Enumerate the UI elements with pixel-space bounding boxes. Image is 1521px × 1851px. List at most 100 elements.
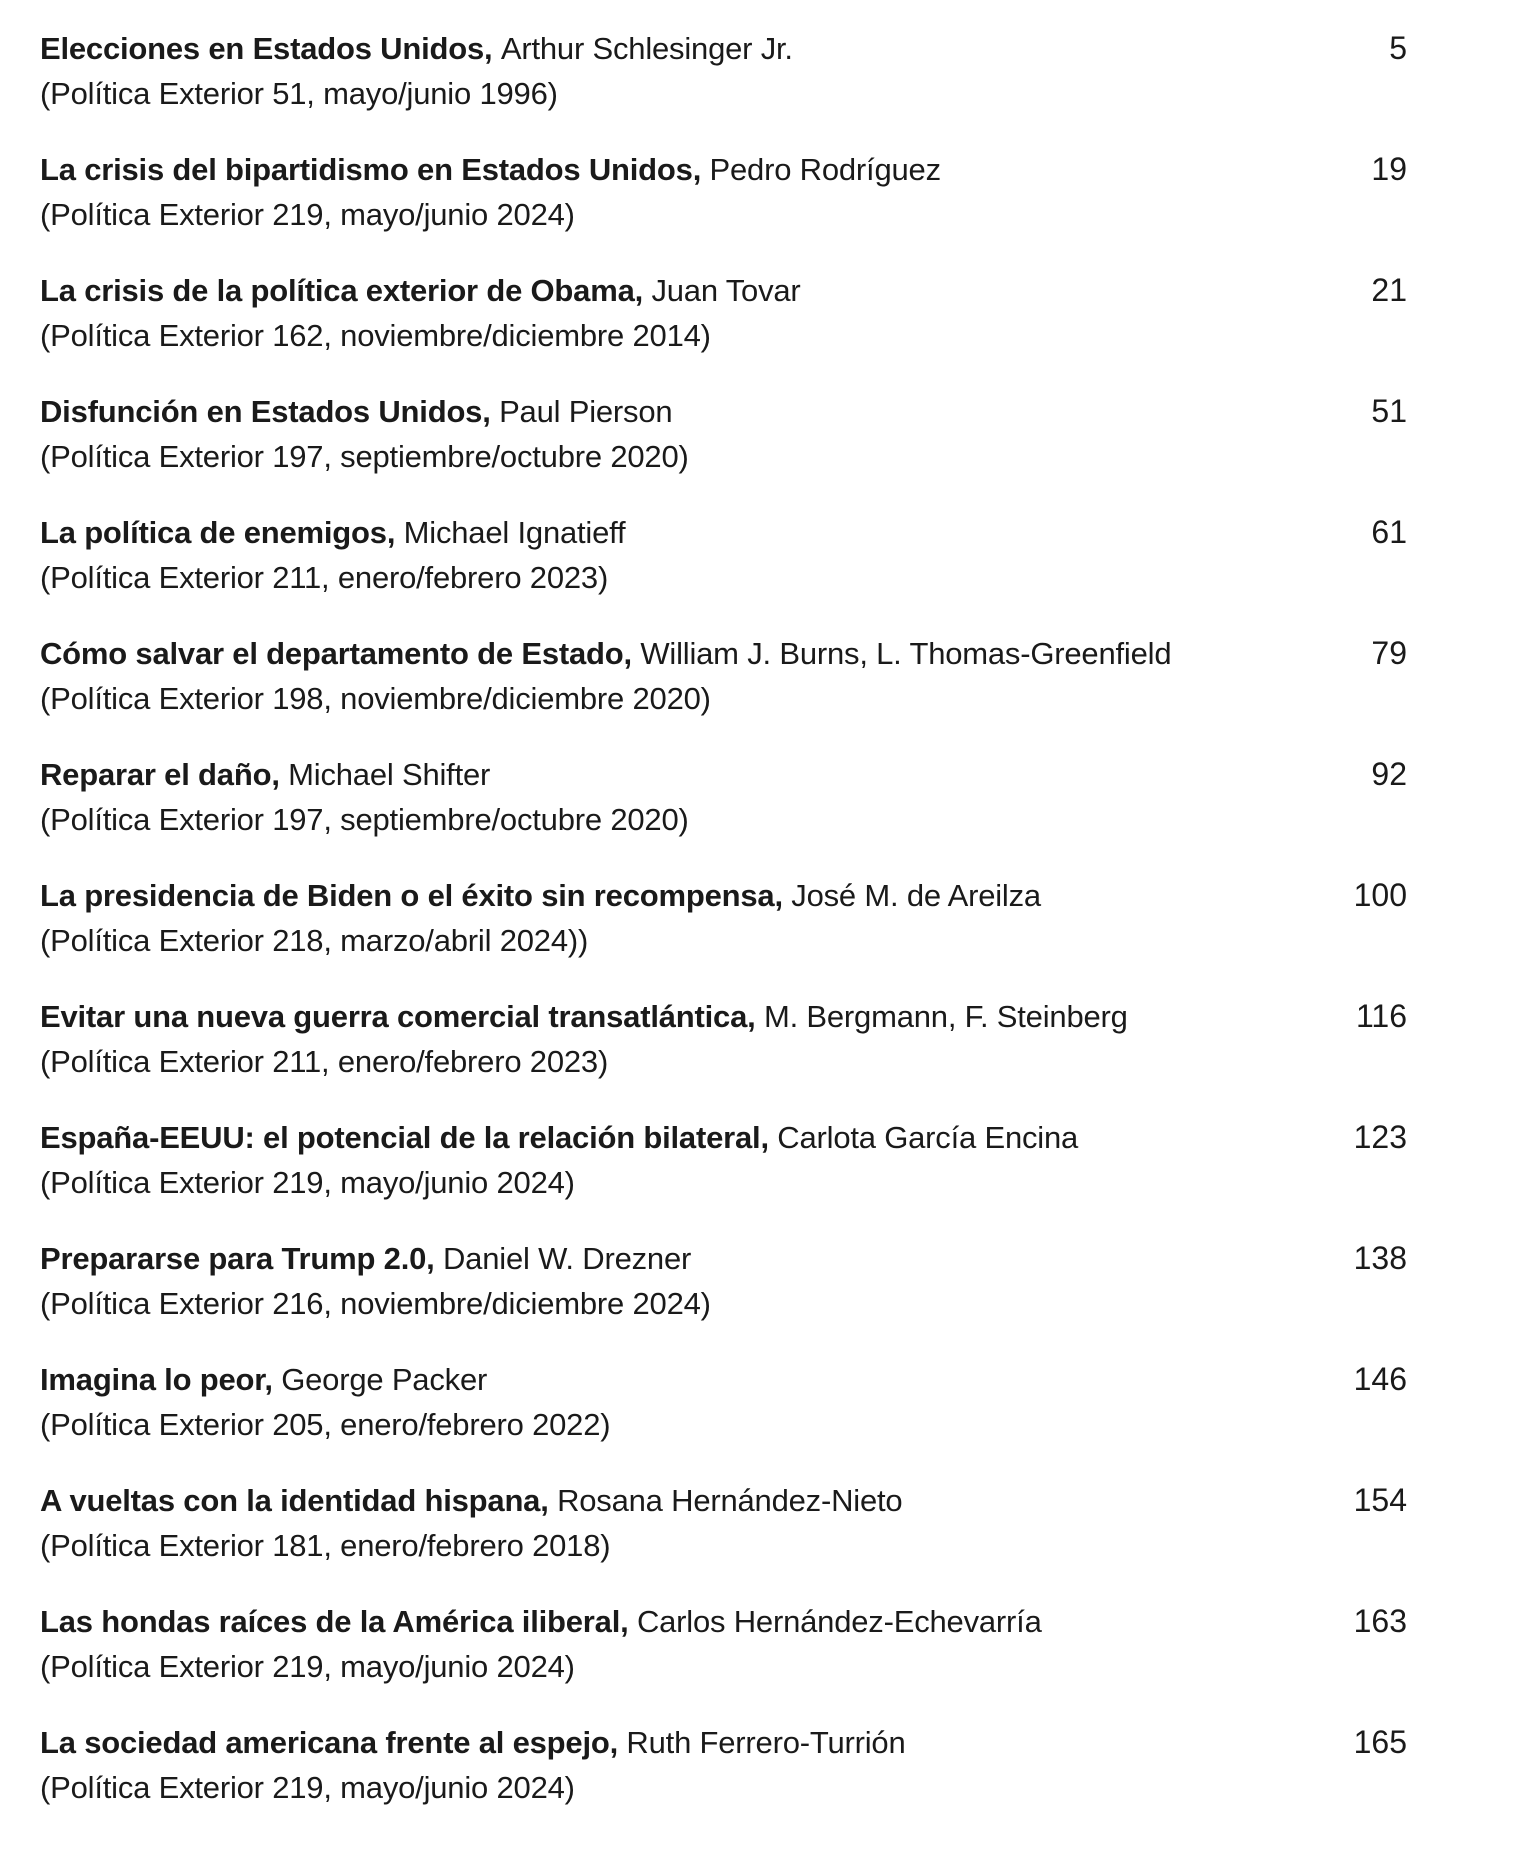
toc-entry: Imagina lo peor, George Packer 146 (Polí… bbox=[40, 1357, 1407, 1447]
article-author: William J. Burns, L. Thomas-Greenfield bbox=[640, 636, 1172, 671]
title-author-text: La política de enemigos, Michael Ignatie… bbox=[40, 515, 626, 550]
article-title: La política de enemigos bbox=[40, 515, 387, 550]
article-author: Paul Pierson bbox=[499, 394, 673, 429]
title-author-text: Cómo salvar el departamento de Estado, W… bbox=[40, 636, 1172, 671]
toc-entry: Elecciones en Estados Unidos, Arthur Sch… bbox=[40, 26, 1407, 116]
page-number: 21 bbox=[1371, 272, 1407, 308]
article-source: (Política Exterior 198, noviembre/diciem… bbox=[40, 681, 711, 716]
article-title: Prepararse para Trump 2.0 bbox=[40, 1241, 427, 1276]
title-author-separator: , bbox=[386, 515, 404, 550]
article-title: Imagina lo peor bbox=[40, 1362, 265, 1397]
toc-entry-title-line: Las hondas raíces de la América iliberal… bbox=[40, 1599, 1407, 1644]
article-source: (Política Exterior 219, mayo/junio 2024) bbox=[40, 1649, 575, 1684]
title-author-separator: , bbox=[634, 273, 652, 308]
article-source: (Política Exterior 219, mayo/junio 2024) bbox=[40, 1770, 575, 1805]
toc-entry-title-line: La sociedad americana frente al espejo, … bbox=[40, 1720, 1407, 1765]
title-author-separator: , bbox=[264, 1362, 282, 1397]
article-title: Cómo salvar el departamento de Estado bbox=[40, 636, 624, 671]
article-source: (Política Exterior 218, marzo/abril 2024… bbox=[40, 923, 589, 958]
toc-entry-title-line: Disfunción en Estados Unidos, Paul Piers… bbox=[40, 389, 1407, 434]
article-author: Carlos Hernández-Echevarría bbox=[636, 1604, 1042, 1639]
article-source: (Política Exterior 162, noviembre/diciem… bbox=[40, 318, 711, 353]
title-author-separator: , bbox=[540, 1483, 558, 1518]
toc-entry: Reparar el daño, Michael Shifter 92 (Pol… bbox=[40, 752, 1407, 842]
article-source: (Política Exterior 216, noviembre/diciem… bbox=[40, 1286, 711, 1321]
toc-entry: La crisis del bipartidismo en Estados Un… bbox=[40, 147, 1407, 237]
toc-entry-title-line: España-EEUU: el potencial de la relación… bbox=[40, 1115, 1407, 1160]
title-author-text: Prepararse para Trump 2.0, Daniel W. Dre… bbox=[40, 1241, 691, 1276]
toc-entry: Cómo salvar el departamento de Estado, W… bbox=[40, 631, 1407, 721]
title-author-separator: , bbox=[623, 636, 641, 671]
toc-entry: A vueltas con la identidad hispana, Rosa… bbox=[40, 1478, 1407, 1568]
page-number: 61 bbox=[1371, 514, 1407, 550]
toc-entry-title-line: Reparar el daño, Michael Shifter 92 bbox=[40, 752, 1407, 797]
article-title: A vueltas con la identidad hispana bbox=[40, 1483, 541, 1518]
article-author: George Packer bbox=[281, 1362, 488, 1397]
title-author-text: España-EEUU: el potencial de la relación… bbox=[40, 1120, 1078, 1155]
toc-entry-list: Elecciones en Estados Unidos, Arthur Sch… bbox=[40, 26, 1407, 1810]
toc-entry: La crisis de la política exterior de Oba… bbox=[40, 268, 1407, 358]
title-author-text: La presidencia de Biden o el éxito sin r… bbox=[40, 878, 1041, 913]
article-title: La sociedad americana frente al espejo bbox=[40, 1725, 610, 1760]
article-source: (Política Exterior 197, septiembre/octub… bbox=[40, 802, 689, 837]
title-author-text: La crisis del bipartidismo en Estados Un… bbox=[40, 152, 941, 187]
title-author-text: Evitar una nueva guerra comercial transa… bbox=[40, 999, 1128, 1034]
toc-entry-title-line: Evitar una nueva guerra comercial transa… bbox=[40, 994, 1407, 1039]
title-author-separator: , bbox=[692, 152, 710, 187]
toc-entry-title-line: A vueltas con la identidad hispana, Rosa… bbox=[40, 1478, 1407, 1523]
toc-entry: Disfunción en Estados Unidos, Paul Piers… bbox=[40, 389, 1407, 479]
article-source: (Política Exterior 51, mayo/junio 1996) bbox=[40, 76, 558, 111]
title-author-text: Disfunción en Estados Unidos, Paul Piers… bbox=[40, 394, 673, 429]
article-source: (Política Exterior 219, mayo/junio 2024) bbox=[40, 197, 575, 232]
article-title: Evitar una nueva guerra comercial transa… bbox=[40, 999, 748, 1034]
article-author: José M. de Areilza bbox=[791, 878, 1041, 913]
title-author-separator: , bbox=[482, 394, 500, 429]
article-author: Carlota García Encina bbox=[777, 1120, 1079, 1155]
title-author-separator: , bbox=[774, 878, 792, 913]
article-title: La crisis del bipartidismo en Estados Un… bbox=[40, 152, 693, 187]
title-author-text: Elecciones en Estados Unidos, Arthur Sch… bbox=[40, 31, 793, 66]
toc-entry-title-line: Imagina lo peor, George Packer 146 bbox=[40, 1357, 1407, 1402]
article-author: Michael Ignatieff bbox=[403, 515, 626, 550]
title-author-text: Imagina lo peor, George Packer bbox=[40, 1362, 487, 1397]
article-source: (Política Exterior 219, mayo/junio 2024) bbox=[40, 1165, 575, 1200]
page-number: 163 bbox=[1353, 1603, 1407, 1639]
toc-entry: España-EEUU: el potencial de la relación… bbox=[40, 1115, 1407, 1205]
page-number: 138 bbox=[1353, 1240, 1407, 1276]
article-source: (Política Exterior 211, enero/febrero 20… bbox=[40, 1044, 609, 1079]
toc-entry-title-line: Cómo salvar el departamento de Estado, W… bbox=[40, 631, 1407, 676]
page-number: 116 bbox=[1355, 998, 1407, 1034]
article-author: M. Bergmann, F. Steinberg bbox=[763, 999, 1128, 1034]
article-author: Rosana Hernández-Nieto bbox=[557, 1483, 903, 1518]
toc-entry: La sociedad americana frente al espejo, … bbox=[40, 1720, 1407, 1810]
page-number: 100 bbox=[1353, 877, 1407, 913]
title-author-text: A vueltas con la identidad hispana, Rosa… bbox=[40, 1483, 903, 1518]
article-title: España-EEUU: el potencial de la relación… bbox=[40, 1120, 761, 1155]
title-author-separator: , bbox=[747, 999, 764, 1034]
toc-entry-title-line: La política de enemigos, Michael Ignatie… bbox=[40, 510, 1407, 555]
article-author: Juan Tovar bbox=[651, 273, 801, 308]
page-number: 19 bbox=[1371, 151, 1407, 187]
toc-entry: Las hondas raíces de la América iliberal… bbox=[40, 1599, 1407, 1689]
toc-entry-title-line: Elecciones en Estados Unidos, Arthur Sch… bbox=[40, 26, 1407, 71]
article-title: La presidencia de Biden o el éxito sin r… bbox=[40, 878, 775, 913]
title-author-text: Reparar el daño, Michael Shifter bbox=[40, 757, 490, 792]
title-author-text: La sociedad americana frente al espejo, … bbox=[40, 1725, 906, 1760]
toc-entry-title-line: La crisis del bipartidismo en Estados Un… bbox=[40, 147, 1407, 192]
article-author: Daniel W. Drezner bbox=[442, 1241, 692, 1276]
article-source: (Política Exterior 205, enero/febrero 20… bbox=[40, 1407, 611, 1442]
title-author-text: La crisis de la política exterior de Oba… bbox=[40, 273, 801, 308]
article-title: Elecciones en Estados Unidos bbox=[40, 31, 485, 66]
article-source: (Política Exterior 211, enero/febrero 20… bbox=[40, 560, 609, 595]
toc-entry: Evitar una nueva guerra comercial transa… bbox=[40, 994, 1407, 1084]
article-title: Las hondas raíces de la América iliberal bbox=[40, 1604, 621, 1639]
page-number: 51 bbox=[1371, 393, 1407, 429]
article-author: Pedro Rodríguez bbox=[709, 152, 942, 187]
page-number: 123 bbox=[1353, 1119, 1407, 1155]
toc-entry: Prepararse para Trump 2.0, Daniel W. Dre… bbox=[40, 1236, 1407, 1326]
title-author-separator: , bbox=[426, 1241, 443, 1276]
article-author: Michael Shifter bbox=[288, 757, 491, 792]
article-source: (Política Exterior 197, septiembre/octub… bbox=[40, 439, 689, 474]
title-author-separator: , bbox=[271, 757, 289, 792]
